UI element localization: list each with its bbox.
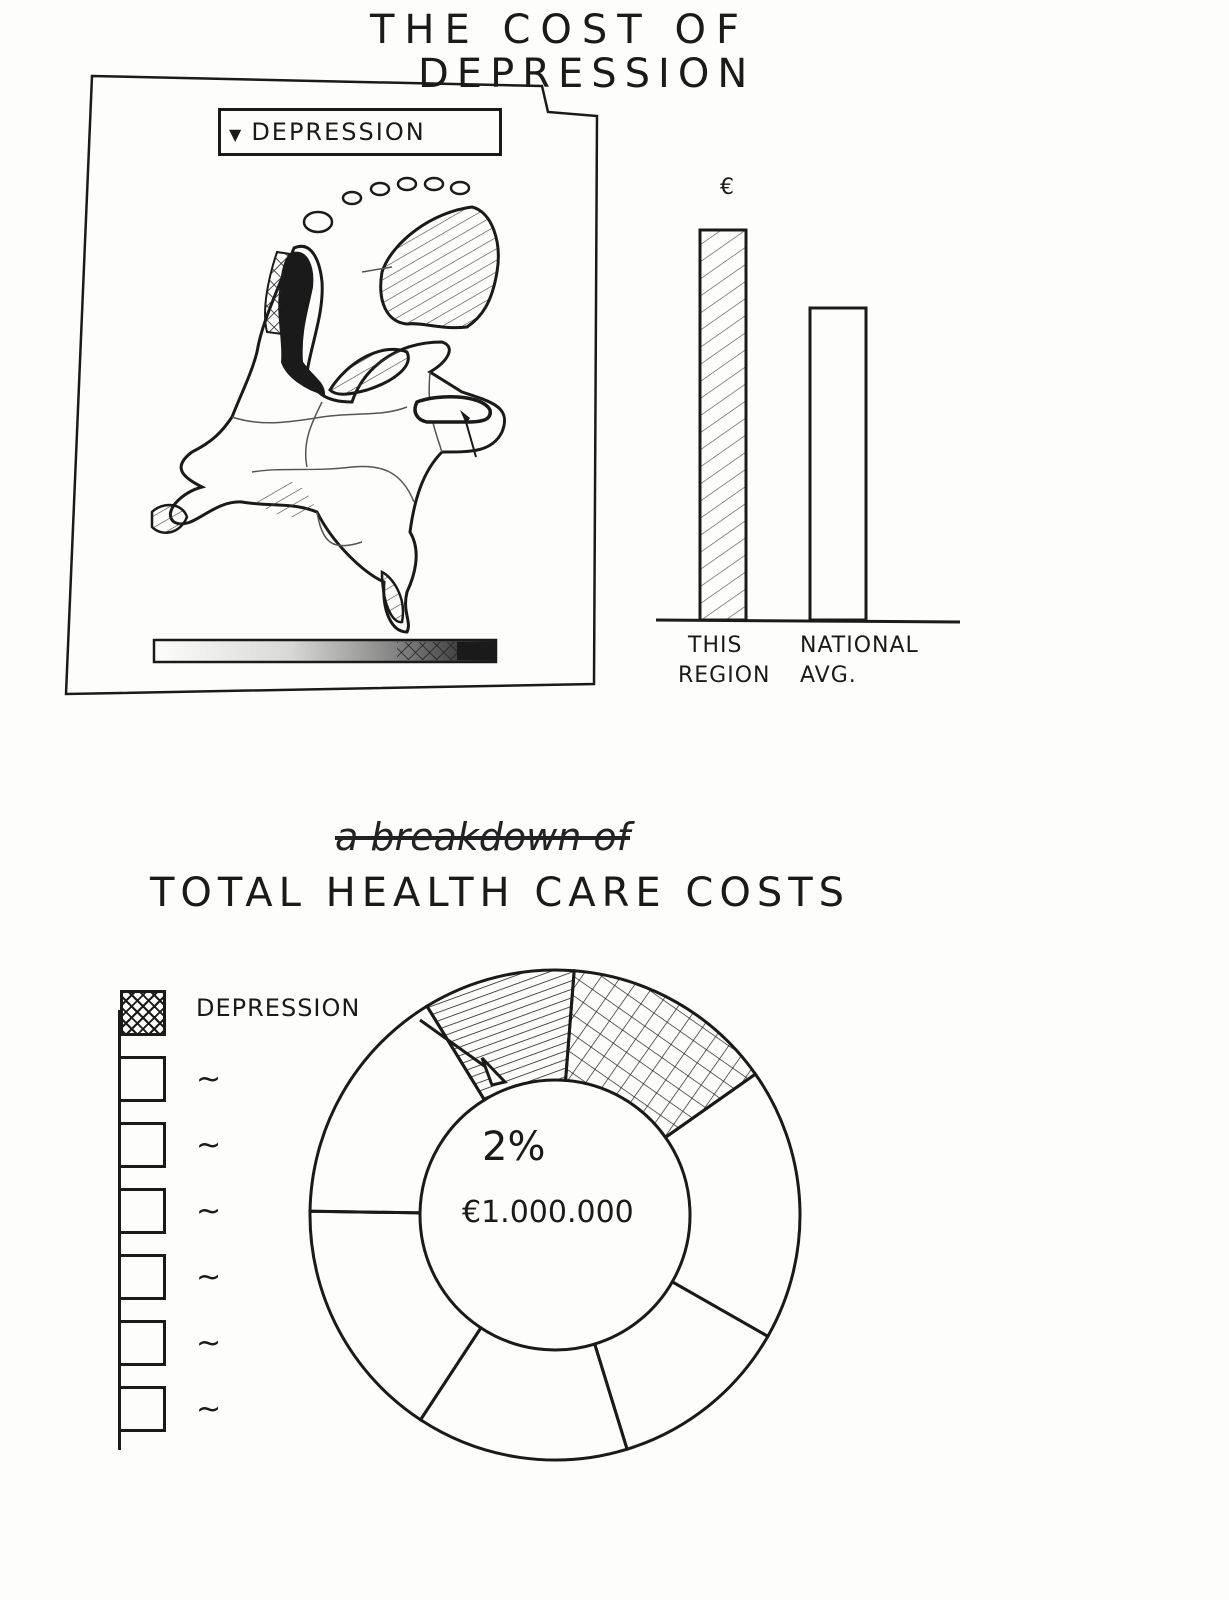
- pie-legend: DEPRESSION ~ ~ ~ ~ ~ ~: [110, 990, 410, 1460]
- donut-slice-1[interactable]: [563, 969, 758, 1140]
- legend-label-6: ~: [196, 1392, 222, 1427]
- crossed-out-text: a breakdown of: [335, 815, 631, 859]
- color-scale-bar: [152, 638, 498, 664]
- bar-unit-label: €: [720, 175, 735, 200]
- donut-slice-5[interactable]: [308, 1209, 483, 1422]
- legend-rail: [118, 1010, 121, 1450]
- donut-svg: 2% €1.000.000: [308, 968, 802, 1462]
- legend-swatch-2: [120, 1122, 166, 1168]
- health-cost-donut: 2% €1.000.000: [300, 960, 820, 1500]
- title-line-2: DEPRESSION: [418, 51, 756, 97]
- legend-label-4: ~: [196, 1260, 222, 1295]
- legend-label-3: ~: [196, 1194, 222, 1229]
- region-zeeland: [150, 503, 189, 534]
- title-line-1: THE COST OF: [370, 7, 749, 53]
- map-frame: [64, 74, 599, 696]
- bar-chart-svg: € THIS REGION NATIONAL AVG.: [655, 175, 961, 688]
- legend-swatch-4: [120, 1254, 166, 1300]
- disease-dropdown[interactable]: ▼ DEPRESSION: [218, 108, 502, 156]
- donut-center-percent: 2%: [482, 1124, 545, 1170]
- legend-swatch-3: [120, 1188, 166, 1234]
- region-limburg: [380, 569, 405, 624]
- map-panel: [62, 72, 610, 710]
- legend-label-0: DEPRESSION: [196, 994, 361, 1022]
- province-borders: [231, 266, 443, 547]
- netherlands-map: [64, 74, 599, 696]
- region-tooltip-marker[interactable]: [413, 395, 492, 458]
- legend-swatch-1: [120, 1056, 166, 1102]
- donut-center-amount: €1.000.000: [462, 1195, 634, 1230]
- page-title: THE COST OF DEPRESSION: [370, 8, 790, 96]
- legend-label-5: ~: [196, 1326, 222, 1361]
- bar-category-label-1-2: AVG.: [800, 663, 857, 688]
- legend-swatch-5: [120, 1320, 166, 1366]
- donut-slice-2[interactable]: [663, 1071, 802, 1339]
- donut-slice-4[interactable]: [418, 1325, 629, 1462]
- legend-swatch-6: [120, 1386, 166, 1432]
- donut-slice-6[interactable]: [308, 1004, 487, 1215]
- region-northeast: [379, 205, 500, 330]
- section-title: TOTAL HEALTH CARE COSTS: [150, 870, 851, 916]
- bar-1[interactable]: [808, 306, 868, 622]
- legend-swatch-0: [120, 990, 166, 1036]
- region-flevoland: [328, 347, 410, 396]
- bar-category-label-1-1: NATIONAL: [800, 633, 919, 658]
- bar-0[interactable]: [698, 228, 748, 622]
- legend-label-1: ~: [196, 1062, 222, 1097]
- slice-pointer-arrow: [419, 1018, 508, 1087]
- dropdown-value: DEPRESSION: [251, 118, 426, 146]
- bar-category-label-0-2: REGION: [678, 663, 771, 688]
- bar-category-label-0-1: THIS: [687, 633, 742, 658]
- legend-label-2: ~: [196, 1128, 222, 1163]
- cost-bar-chart: € THIS REGION NATIONAL AVG.: [655, 170, 970, 700]
- wadden-islands: [302, 176, 471, 234]
- caret-down-icon: ▼: [229, 125, 244, 144]
